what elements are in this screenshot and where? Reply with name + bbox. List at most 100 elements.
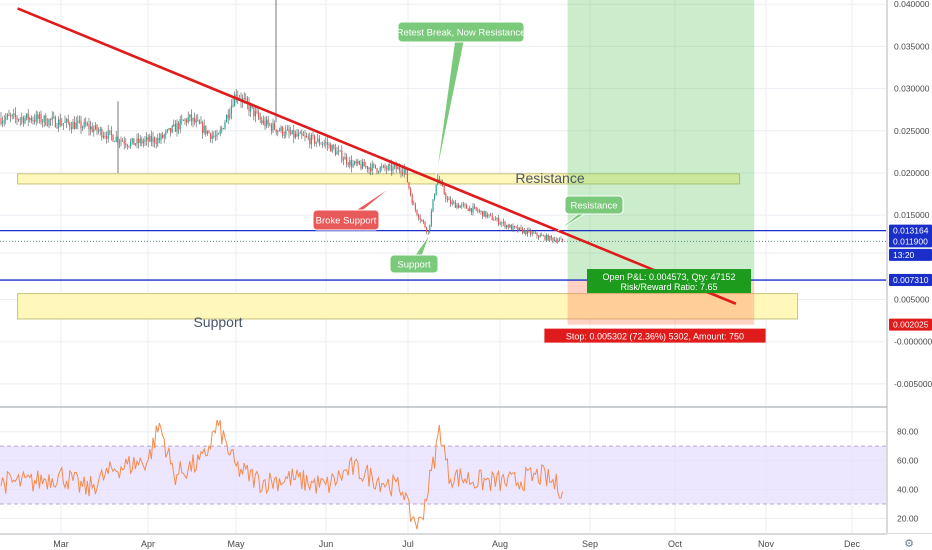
candle <box>550 235 552 238</box>
candle <box>282 127 284 136</box>
candle <box>291 130 293 134</box>
candle <box>120 140 122 142</box>
candle <box>483 211 485 217</box>
candle <box>525 230 527 235</box>
candle <box>466 205 468 209</box>
candle <box>133 138 135 145</box>
date-tick-label: May <box>227 539 245 549</box>
candle <box>307 136 309 138</box>
candle <box>59 119 61 126</box>
candle <box>530 230 532 235</box>
candle <box>83 121 85 127</box>
candle <box>221 128 223 131</box>
candle <box>296 133 298 137</box>
candle <box>427 231 429 232</box>
candle <box>21 117 23 119</box>
candle <box>18 119 20 121</box>
candle <box>517 227 519 231</box>
candle <box>24 118 26 124</box>
candle <box>213 135 215 137</box>
candle <box>198 120 200 124</box>
candle <box>342 159 344 161</box>
candle <box>34 120 36 122</box>
candle <box>274 123 276 130</box>
candle <box>189 114 191 117</box>
candle <box>446 198 448 200</box>
candle <box>336 151 338 155</box>
settings-gear-icon[interactable]: ⚙ <box>904 537 914 550</box>
candle <box>218 133 220 135</box>
callout-broke-support[interactable]: Broke Support <box>312 185 394 231</box>
candle <box>416 209 418 215</box>
position-pnl-label: Open P&L: 0.004573, Qty: 47152Risk/Rewar… <box>587 269 751 294</box>
candle <box>115 136 117 142</box>
callout-retest-break-box <box>397 21 525 43</box>
price-axis[interactable]: 0.040000 0.035000 0.030000 0.025000 0.020000… <box>886 0 932 533</box>
candle <box>171 125 173 133</box>
candle <box>125 143 127 146</box>
candle <box>459 205 461 208</box>
candle <box>206 131 208 134</box>
candle <box>528 230 530 231</box>
candle <box>46 124 48 126</box>
candle <box>157 138 159 144</box>
candle <box>288 129 290 133</box>
candle <box>392 166 394 172</box>
candle <box>354 161 356 164</box>
position-stop-label: Stop: 0.005302 (72.36%) 5302, Amount: 75… <box>544 328 766 343</box>
callout-resistance-box <box>564 195 624 215</box>
callout-retest-break[interactable]: Retest Break, Now Resistance <box>397 21 526 178</box>
candle <box>48 119 50 126</box>
candle <box>509 224 511 228</box>
candle <box>464 204 466 206</box>
candle <box>234 94 236 107</box>
candle <box>272 123 274 131</box>
candle <box>197 119 199 121</box>
candle <box>349 160 351 166</box>
price-tick-label: -0.000000 <box>894 337 932 347</box>
candle <box>109 130 111 132</box>
candle <box>35 114 37 122</box>
candle <box>317 138 319 142</box>
date-tick-label: Apr <box>141 539 155 549</box>
price-tick-label: 0.025000 <box>894 126 930 136</box>
candle <box>326 142 328 145</box>
candle <box>360 164 362 169</box>
candle <box>366 166 368 170</box>
candle <box>494 219 496 221</box>
candle <box>480 211 482 212</box>
candle <box>502 221 504 223</box>
candle <box>170 127 172 133</box>
candle <box>3 120 5 122</box>
candle <box>560 238 562 240</box>
candle <box>477 209 479 212</box>
candle <box>429 225 431 232</box>
candle <box>195 119 197 123</box>
candle <box>262 120 264 124</box>
candle <box>56 127 58 128</box>
candle <box>181 119 183 121</box>
candle <box>278 130 280 132</box>
candle <box>562 238 564 241</box>
candle <box>154 137 156 143</box>
price-label-box <box>889 224 932 237</box>
candle <box>280 127 282 131</box>
price-label-text: 0.002025 <box>893 320 929 330</box>
trendline-descending[interactable] <box>17 7 737 305</box>
callout-support[interactable]: Support <box>389 233 439 274</box>
candle <box>126 145 128 146</box>
candle <box>432 199 434 212</box>
candle <box>451 201 453 205</box>
candle <box>310 135 312 145</box>
price-label-box <box>889 248 932 261</box>
candle <box>187 116 189 123</box>
candle <box>54 116 56 128</box>
candle <box>74 122 76 129</box>
candle <box>373 164 375 165</box>
candle <box>227 114 229 119</box>
callout-resistance[interactable]: Resistance <box>557 195 624 231</box>
candle <box>485 211 487 217</box>
candle <box>163 134 165 138</box>
candle <box>131 138 133 142</box>
